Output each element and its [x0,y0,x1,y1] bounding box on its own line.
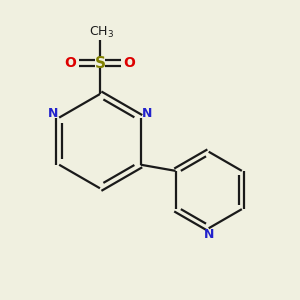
Text: N: N [142,107,152,120]
Text: O: O [124,56,136,70]
Text: N: N [203,228,214,241]
Text: CH$_3$: CH$_3$ [89,25,114,40]
Text: S: S [94,56,105,70]
Text: O: O [64,56,76,70]
Text: N: N [48,107,58,120]
